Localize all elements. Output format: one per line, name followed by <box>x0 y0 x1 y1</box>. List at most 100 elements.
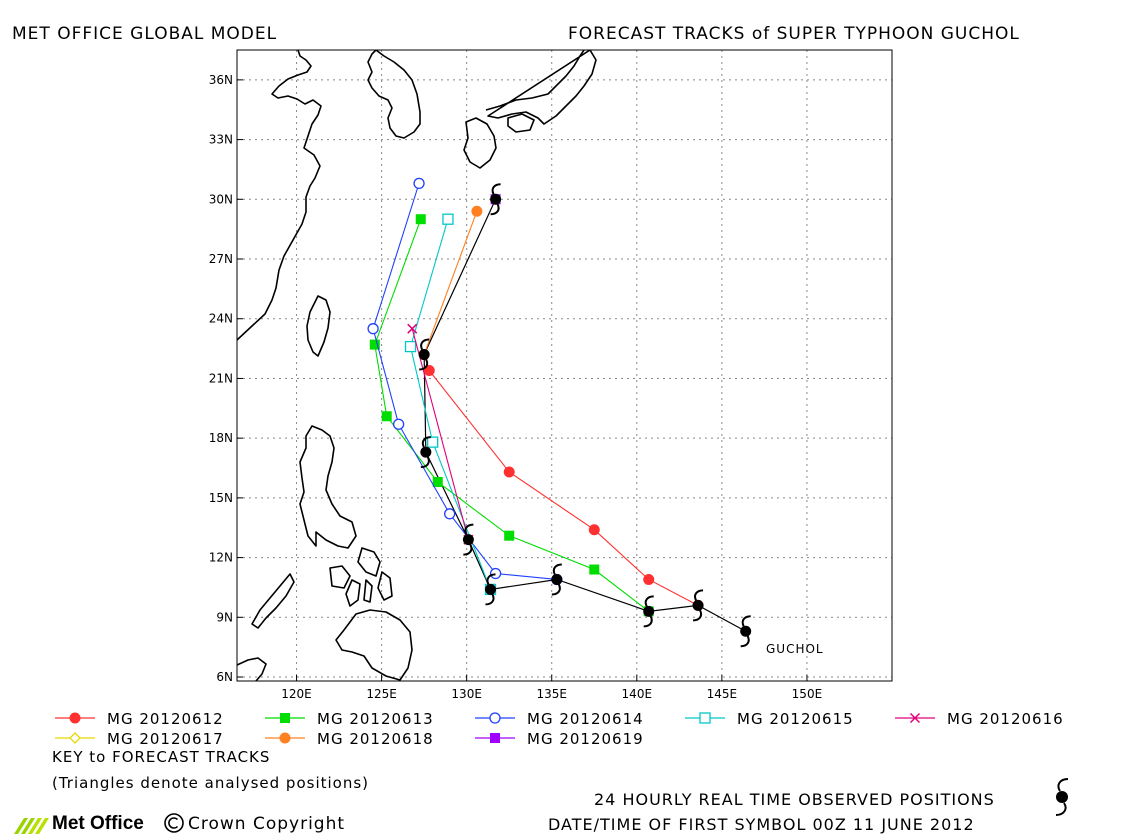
tick-label-lat: 6N <box>216 670 233 684</box>
observed-symbol-icon <box>1055 778 1069 816</box>
met-office-logo-icon <box>14 818 49 834</box>
tick-label-lat: 15N <box>209 491 233 505</box>
forecast-point <box>369 339 380 350</box>
axis-ticks: 120E 125E 130E 135E 140E 145E 150E 36N 33N 30N 27N… <box>209 73 822 701</box>
forecast-point <box>489 567 502 580</box>
coast-luzon <box>299 425 357 549</box>
legend-marker <box>280 713 290 723</box>
forecast-point <box>413 177 425 190</box>
forecast-point <box>588 524 600 536</box>
legend-label: MG 20120612 <box>107 710 224 728</box>
legend-marker <box>69 732 81 744</box>
coast-shikoku <box>507 113 535 133</box>
forecast-point <box>471 205 483 217</box>
legend-entry: MG 20120617 <box>55 730 223 748</box>
typhoon-symbol <box>462 523 474 556</box>
forecast-point <box>504 530 515 541</box>
tick-label-lat: 36N <box>209 73 233 87</box>
forecast-point <box>407 323 418 334</box>
tick-label-lat: 24N <box>209 312 233 326</box>
copyright-text: Crown Copyright <box>188 814 346 834</box>
tick-label-lat: 9N <box>216 610 233 624</box>
key-note: (Triangles denote analysed positions) <box>52 774 370 792</box>
legend-entry: MG 20120618 <box>265 730 434 748</box>
typhoon-symbol <box>484 573 496 606</box>
coast-honshu <box>485 50 597 125</box>
coast-cebu <box>363 579 373 603</box>
typhoon-symbol <box>490 183 502 216</box>
forecast-point <box>404 340 417 353</box>
tick-label-lon: 150E <box>792 687 823 701</box>
forecast-track <box>369 214 654 617</box>
coast-taiwan <box>306 295 331 357</box>
tick-label-lat: 33N <box>209 133 233 147</box>
forecast-point <box>643 573 655 585</box>
legend-label: MG 20120619 <box>527 730 644 748</box>
copyright-icon <box>163 812 185 834</box>
forecast-point <box>392 418 405 430</box>
coast-leyte <box>377 571 393 601</box>
typhoon-symbol <box>420 436 432 469</box>
coast-negros <box>345 579 361 607</box>
legend-label: MG 20120616 <box>947 710 1064 728</box>
map-background <box>237 50 892 681</box>
tick-label-lat: 30N <box>209 192 233 206</box>
forecast-point <box>415 214 426 225</box>
typhoon-symbol <box>740 615 752 648</box>
forecast-point <box>426 436 439 448</box>
legend-marker <box>279 732 291 744</box>
met-office-logo-text: Met Office <box>52 813 144 834</box>
legend-entry: MG 20120619 <box>475 730 644 748</box>
legend-marker <box>490 733 500 743</box>
tick-label-lon: 120E <box>281 687 312 701</box>
forecast-point <box>432 476 443 487</box>
typhoon-symbol <box>692 589 704 622</box>
forecast-point <box>503 466 515 478</box>
forecast-point <box>423 364 435 376</box>
tick-label-lon: 130E <box>451 687 482 701</box>
legend-marker <box>699 712 711 724</box>
forecast-point <box>367 323 379 335</box>
legend-marker <box>489 712 501 724</box>
observed-positions-note: 24 HOURLY REAL TIME OBSERVED POSITIONS <box>594 790 995 809</box>
forecast-track-line <box>411 328 469 540</box>
tick-label-lat: 18N <box>209 431 233 445</box>
coast-china <box>237 50 322 341</box>
coast-borneo <box>237 657 267 681</box>
tick-label-lon: 145E <box>707 687 738 701</box>
forecast-track-line <box>423 211 478 355</box>
storm-label: GUCHOL <box>766 642 824 656</box>
map-gridlines <box>237 50 892 681</box>
map-border <box>236 49 893 682</box>
legend-entry: MG 20120615 <box>685 710 854 728</box>
typhoon-symbol <box>551 563 563 596</box>
legend-label: MG 20120615 <box>737 710 854 728</box>
coast-palawan <box>251 573 295 629</box>
legend-label: MG 20120618 <box>317 730 434 748</box>
coast-mindanao <box>335 609 413 681</box>
legend-label: MG 20120613 <box>317 710 434 728</box>
legend-entry: MG 20120616 <box>895 710 1064 728</box>
forecast-point <box>381 411 392 422</box>
tick-label-lat: 21N <box>209 371 233 385</box>
tick-label-lon: 125E <box>366 687 397 701</box>
model-title: MET OFFICE GLOBAL MODEL <box>12 24 278 44</box>
legend-marker <box>909 712 921 724</box>
legend: MG 20120612 MG 20120613 MG 20120614 MG 2012… <box>55 710 1064 748</box>
tick-label-lon: 140E <box>622 687 653 701</box>
legend-marker <box>69 712 81 724</box>
legend-label: MG 20120614 <box>527 710 644 728</box>
tick-label-lon: 135E <box>536 687 567 701</box>
typhoon-symbol <box>643 595 655 628</box>
forecast-point <box>444 508 456 520</box>
forecast-track-line <box>372 183 557 581</box>
coast-panay <box>329 565 351 589</box>
forecast-point <box>442 213 454 225</box>
coastlines <box>237 50 597 681</box>
legend-entry: MG 20120613 <box>265 710 434 728</box>
coast-samar <box>357 547 381 577</box>
forecast-point <box>589 564 600 575</box>
legend-entry: MG 20120612 <box>55 710 224 728</box>
coast-kyushu <box>463 117 497 169</box>
